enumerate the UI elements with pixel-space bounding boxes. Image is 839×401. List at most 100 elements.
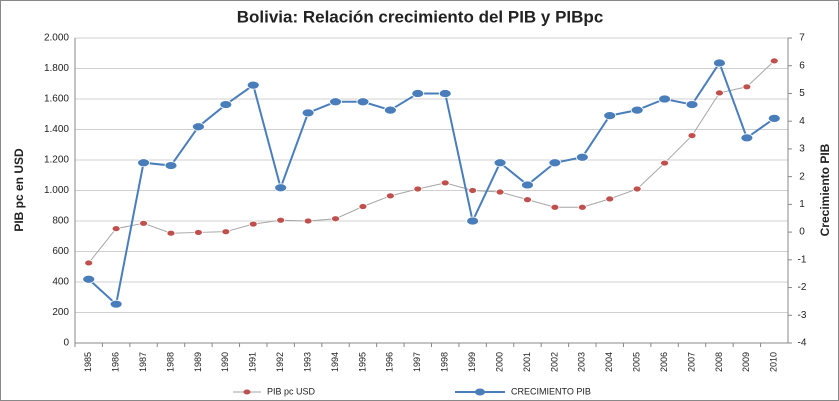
series-marker [221, 228, 231, 236]
x-tick-label: 1988 [165, 352, 175, 372]
x-tick-label: 1989 [193, 352, 203, 372]
series-marker [521, 180, 534, 190]
y-tick-label: 1.000 [44, 185, 69, 196]
y2-tick-label: -1 [798, 254, 807, 265]
series-marker [740, 133, 754, 143]
chart-title: Bolivia: Relación crecimiento del PIB y … [237, 7, 604, 26]
y-tick-label: 800 [52, 216, 69, 227]
x-tick-label: 1996 [385, 352, 395, 372]
series-marker [194, 229, 203, 236]
x-tick-label: 1991 [248, 352, 258, 372]
x-tick-label: 1999 [467, 352, 477, 372]
x-tick-label: 2007 [686, 352, 696, 372]
x-tick-label: 2008 [714, 352, 724, 372]
series-marker [715, 89, 724, 97]
x-tick-label: 2001 [522, 352, 532, 372]
y2-tick-label: -3 [798, 310, 807, 321]
series-line [88, 60, 775, 264]
series-marker [495, 188, 505, 196]
series-marker [523, 196, 532, 204]
series-marker [466, 216, 480, 226]
series-marker [248, 220, 258, 228]
y2-tick-label: 0 [799, 227, 805, 238]
x-tick-label: 2004 [604, 352, 614, 372]
x-tick-label: 1993 [302, 352, 312, 372]
series-marker [109, 299, 123, 309]
series-marker [575, 152, 589, 162]
series-marker [767, 114, 781, 123]
x-tick-label: 1990 [220, 352, 230, 372]
series-marker [603, 111, 617, 121]
x-tick-label: 1997 [412, 352, 422, 372]
y-axis-label: PIB pc en USD [12, 148, 26, 232]
y-tick-label: 1.400 [44, 124, 69, 135]
legend-marker [243, 389, 251, 395]
series-marker [219, 100, 233, 109]
legend-marker [475, 388, 485, 396]
y2-tick-label: 5 [799, 88, 805, 99]
x-tick-label: 1985 [83, 352, 93, 372]
series-marker [301, 108, 315, 118]
series-marker [713, 58, 726, 68]
y2-axis-label: Crecimiento PIB [818, 143, 832, 236]
series-marker [164, 161, 178, 170]
series-marker [660, 159, 669, 167]
series-marker [329, 97, 342, 107]
y2-tick-label: -2 [798, 282, 807, 293]
series-marker [111, 225, 121, 233]
series-marker [440, 179, 450, 187]
legend-label: PIB pc USD [267, 386, 316, 396]
series-marker [166, 229, 176, 237]
series-marker [605, 195, 615, 203]
legend-label: CRECIMIENTO PIB [511, 386, 591, 396]
x-tick-label: 1998 [440, 352, 450, 372]
series-marker [84, 259, 94, 267]
y2-tick-label: -4 [798, 338, 807, 349]
x-tick-label: 1994 [330, 352, 340, 372]
y-tick-label: 1.600 [44, 94, 69, 105]
y-tick-label: 600 [52, 246, 69, 257]
x-tick-label: 1995 [357, 352, 367, 372]
x-tick-label: 1986 [111, 352, 121, 372]
series-marker [577, 203, 587, 211]
x-tick-label: 2002 [549, 352, 559, 372]
y-tick-label: 2.000 [44, 33, 69, 44]
series-marker [548, 158, 562, 168]
y-tick-label: 200 [52, 307, 69, 318]
series-marker [468, 187, 478, 194]
y2-tick-label: 7 [799, 33, 805, 44]
series-marker [82, 274, 96, 284]
x-tick-label: 2000 [494, 352, 504, 372]
series-marker [413, 185, 423, 193]
series-marker [303, 217, 313, 225]
series-marker [192, 122, 205, 132]
x-tick-label: 2009 [741, 352, 751, 372]
y2-tick-label: 6 [799, 60, 805, 71]
y-tick-label: 1.200 [44, 155, 69, 166]
series-marker [769, 57, 779, 65]
series-marker [274, 183, 288, 193]
series-marker [658, 94, 671, 104]
series-marker [137, 158, 150, 168]
y-tick-label: 0 [63, 338, 69, 349]
y-tick-label: 1.800 [44, 63, 69, 74]
series-marker [630, 105, 644, 115]
x-tick-label: 2010 [769, 352, 779, 372]
series-marker [356, 97, 370, 107]
x-tick-label: 2006 [659, 352, 669, 372]
series-marker [276, 216, 286, 224]
y2-tick-label: 4 [799, 116, 805, 127]
series-marker [246, 80, 260, 90]
series-marker [742, 83, 752, 91]
series-marker [385, 192, 395, 200]
series-marker [331, 215, 340, 223]
x-tick-label: 2003 [577, 352, 587, 372]
x-tick-label: 1992 [275, 352, 285, 372]
series-marker [139, 219, 148, 227]
series-marker [550, 203, 560, 211]
series-marker [383, 105, 397, 115]
series-marker [685, 100, 699, 109]
y2-tick-label: 1 [799, 199, 805, 210]
